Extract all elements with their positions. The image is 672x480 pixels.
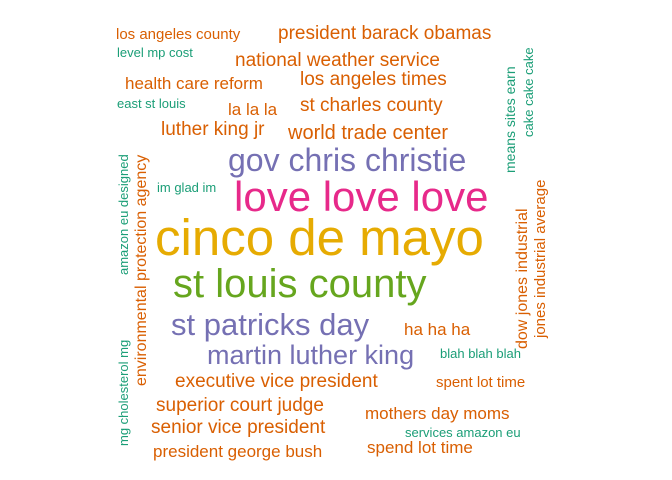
word: environmental protection agency xyxy=(133,154,150,386)
word: blah blah blah xyxy=(440,346,521,361)
word: cinco de mayo xyxy=(155,209,484,266)
word: luther king jr xyxy=(161,119,265,140)
word: spend lot time xyxy=(367,438,473,457)
word: east st louis xyxy=(117,96,186,111)
word: senior vice president xyxy=(151,417,326,438)
word: st louis county xyxy=(173,262,427,306)
word: dow jones industrial xyxy=(514,208,531,349)
word: national weather service xyxy=(235,50,440,71)
word: love love love xyxy=(234,173,489,220)
word: martin luther king xyxy=(207,340,415,370)
word: level mp cost xyxy=(117,45,193,60)
word: los angeles county xyxy=(116,26,241,43)
word: spent lot time xyxy=(436,374,526,391)
word: jones industrial average xyxy=(532,179,549,338)
word: president barack obamas xyxy=(278,23,492,44)
word: ha ha ha xyxy=(404,320,471,339)
word: president george bush xyxy=(153,442,323,461)
word: cake cake cake xyxy=(521,47,536,137)
word: st patricks day xyxy=(171,307,370,342)
word: world trade center xyxy=(288,122,449,144)
word: amazon eu designed xyxy=(116,154,131,275)
word: im glad im xyxy=(157,180,217,195)
word: los angeles times xyxy=(300,69,447,90)
word: services amazon eu xyxy=(405,425,521,440)
word: superior court judge xyxy=(156,395,324,416)
word: means sites earn xyxy=(502,66,518,173)
word: la la la xyxy=(228,100,278,119)
word: executive vice president xyxy=(175,371,378,392)
word: st charles county xyxy=(300,95,443,116)
word: health care reform xyxy=(125,74,263,93)
word: mg cholesterol mg xyxy=(116,339,131,446)
word: mothers day moms xyxy=(365,404,510,423)
word: gov chris christie xyxy=(228,142,467,178)
